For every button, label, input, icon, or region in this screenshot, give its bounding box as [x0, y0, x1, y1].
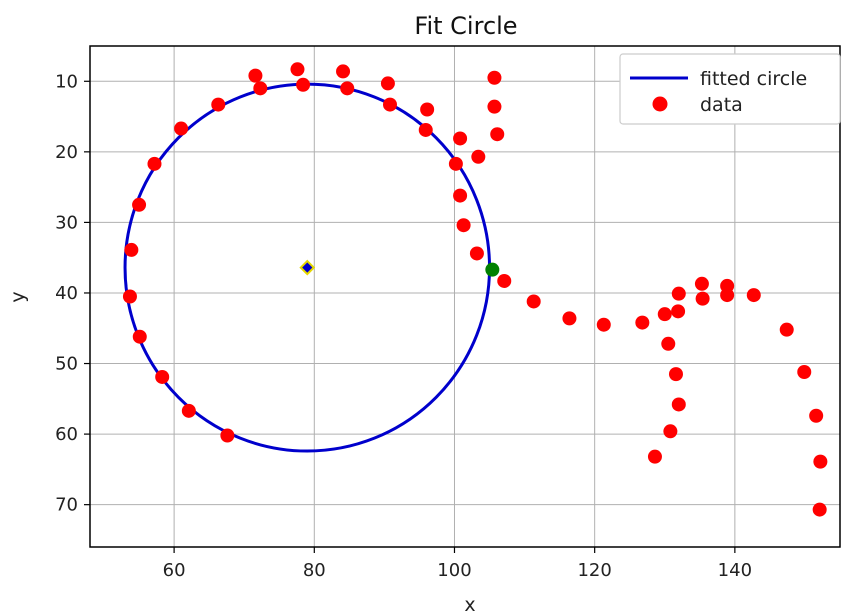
- data-point: [174, 121, 189, 136]
- chart-title: Fit Circle: [414, 12, 517, 40]
- data-point: [812, 502, 827, 517]
- legend-marker-swatch: [652, 96, 668, 112]
- data-point: [671, 397, 686, 412]
- data-point: [497, 273, 512, 288]
- y-tick-label: 50: [55, 354, 78, 375]
- data-point: [383, 97, 397, 112]
- data-point: [147, 156, 162, 171]
- data-point: [418, 122, 433, 137]
- x-tick-label: 60: [163, 560, 186, 581]
- x-tick-label: 120: [577, 560, 611, 581]
- data-point: [797, 365, 812, 380]
- circle-center-marker: [299, 259, 316, 276]
- legend-label-data: data: [700, 94, 743, 116]
- x-tick-label: 100: [437, 560, 471, 581]
- data-point: [296, 77, 311, 92]
- data-point: [596, 317, 611, 332]
- data-point: [487, 70, 502, 85]
- plot-frame: [89, 45, 841, 548]
- data-point: [340, 81, 355, 96]
- data-point: [181, 403, 196, 418]
- data-point: [661, 336, 676, 351]
- data-points-layer: [122, 62, 828, 517]
- data-point: [720, 288, 735, 303]
- data-point: [471, 149, 486, 164]
- data-point: [562, 311, 577, 326]
- y-tick-label: 70: [55, 495, 78, 516]
- data-point: [526, 294, 541, 309]
- data-point: [211, 97, 226, 112]
- grid-lines: [90, 46, 840, 547]
- data-point: [155, 369, 170, 384]
- data-point: [779, 322, 794, 337]
- data-point: [380, 76, 395, 91]
- data-point: [694, 276, 709, 291]
- data-point: [663, 424, 678, 439]
- y-axis-label: y: [7, 291, 29, 302]
- x-axis-ticks: 60 80 100 120 140: [163, 547, 752, 581]
- data-point: [746, 288, 761, 303]
- data-point: [132, 329, 147, 344]
- data-point: [695, 291, 710, 306]
- data-point: [813, 454, 828, 469]
- data-point: [253, 81, 268, 96]
- data-point: [635, 315, 650, 330]
- data-point: [668, 367, 683, 382]
- data-point: [336, 64, 351, 79]
- data-point: [248, 68, 263, 83]
- legend-label-fitted-circle: fitted circle: [700, 68, 807, 90]
- y-tick-label: 60: [55, 424, 78, 445]
- data-point: [290, 62, 305, 77]
- x-tick-label: 140: [718, 560, 752, 581]
- highlight-point: [485, 262, 500, 277]
- data-point: [453, 188, 468, 203]
- data-point: [456, 218, 471, 233]
- data-point: [469, 246, 484, 261]
- data-point: [132, 197, 147, 212]
- legend-box: [619, 53, 841, 125]
- data-point: [448, 156, 463, 171]
- data-point: [420, 102, 435, 117]
- data-point: [647, 449, 662, 464]
- data-point: [809, 408, 824, 423]
- y-tick-label: 30: [55, 212, 78, 233]
- x-axis-label: x: [464, 594, 475, 613]
- x-tick-label: 80: [303, 560, 326, 581]
- legend: fitted circle data: [619, 53, 841, 125]
- data-point: [220, 428, 235, 443]
- data-point: [122, 289, 137, 304]
- data-point: [671, 304, 686, 319]
- data-point: [124, 242, 139, 257]
- y-tick-label: 40: [55, 283, 78, 304]
- data-point: [671, 286, 686, 301]
- data-point: [490, 127, 505, 142]
- y-axis-ticks: 10 20 30 40 50 60 70: [55, 71, 90, 516]
- y-tick-label: 10: [55, 71, 78, 92]
- data-point: [487, 99, 502, 114]
- data-point: [453, 131, 468, 146]
- data-point: [657, 307, 672, 322]
- y-tick-label: 20: [55, 142, 78, 163]
